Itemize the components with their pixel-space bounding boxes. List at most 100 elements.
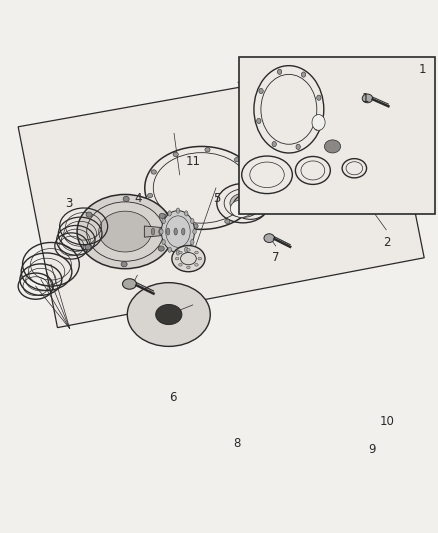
Ellipse shape bbox=[296, 144, 300, 149]
Ellipse shape bbox=[176, 208, 180, 213]
Ellipse shape bbox=[309, 127, 356, 166]
Ellipse shape bbox=[372, 110, 377, 115]
Ellipse shape bbox=[225, 219, 230, 223]
Text: 6: 6 bbox=[170, 391, 177, 404]
Ellipse shape bbox=[148, 193, 153, 198]
Ellipse shape bbox=[159, 228, 162, 235]
Ellipse shape bbox=[161, 211, 194, 253]
Ellipse shape bbox=[168, 247, 171, 252]
Ellipse shape bbox=[330, 192, 335, 197]
Ellipse shape bbox=[155, 304, 182, 325]
Ellipse shape bbox=[312, 115, 325, 130]
Text: 10: 10 bbox=[380, 415, 395, 428]
Ellipse shape bbox=[317, 95, 321, 100]
Ellipse shape bbox=[270, 144, 276, 149]
Ellipse shape bbox=[159, 229, 163, 234]
Ellipse shape bbox=[77, 195, 173, 269]
Ellipse shape bbox=[372, 178, 377, 183]
Ellipse shape bbox=[247, 201, 252, 206]
Text: 3: 3 bbox=[65, 197, 72, 209]
Ellipse shape bbox=[264, 234, 275, 243]
Ellipse shape bbox=[163, 214, 169, 219]
Text: 4: 4 bbox=[134, 192, 142, 205]
Ellipse shape bbox=[314, 125, 319, 130]
Ellipse shape bbox=[195, 263, 198, 266]
Ellipse shape bbox=[175, 257, 179, 260]
Text: 11: 11 bbox=[185, 155, 200, 168]
Ellipse shape bbox=[288, 110, 293, 115]
Ellipse shape bbox=[230, 193, 256, 213]
Ellipse shape bbox=[187, 266, 190, 269]
Ellipse shape bbox=[385, 163, 390, 167]
Ellipse shape bbox=[195, 251, 198, 254]
Ellipse shape bbox=[174, 228, 177, 235]
Ellipse shape bbox=[230, 200, 252, 217]
Ellipse shape bbox=[123, 196, 129, 201]
Ellipse shape bbox=[162, 239, 165, 245]
Ellipse shape bbox=[234, 157, 240, 162]
Ellipse shape bbox=[362, 94, 373, 103]
Text: 1: 1 bbox=[361, 92, 369, 105]
Ellipse shape bbox=[389, 144, 395, 149]
Ellipse shape bbox=[121, 262, 127, 267]
Ellipse shape bbox=[318, 134, 347, 158]
Ellipse shape bbox=[85, 245, 91, 250]
Ellipse shape bbox=[277, 69, 282, 75]
Ellipse shape bbox=[173, 152, 178, 157]
Ellipse shape bbox=[307, 100, 312, 104]
Ellipse shape bbox=[166, 228, 170, 235]
Ellipse shape bbox=[187, 248, 190, 251]
Ellipse shape bbox=[288, 178, 293, 183]
Ellipse shape bbox=[184, 247, 188, 252]
Ellipse shape bbox=[127, 282, 210, 346]
Text: 7: 7 bbox=[272, 251, 279, 264]
Ellipse shape bbox=[330, 96, 335, 101]
Ellipse shape bbox=[172, 246, 205, 272]
Text: 8: 8 bbox=[233, 437, 240, 450]
Ellipse shape bbox=[123, 279, 137, 289]
Ellipse shape bbox=[385, 155, 400, 168]
Ellipse shape bbox=[151, 170, 156, 174]
Ellipse shape bbox=[191, 239, 194, 245]
Bar bbox=[239, 57, 435, 214]
Ellipse shape bbox=[385, 126, 390, 130]
Ellipse shape bbox=[184, 211, 188, 216]
Ellipse shape bbox=[198, 257, 201, 260]
Ellipse shape bbox=[205, 148, 210, 152]
Ellipse shape bbox=[300, 120, 365, 173]
Ellipse shape bbox=[193, 229, 196, 234]
Ellipse shape bbox=[99, 211, 152, 252]
Ellipse shape bbox=[257, 118, 261, 124]
Ellipse shape bbox=[301, 72, 306, 77]
Ellipse shape bbox=[151, 228, 155, 235]
Ellipse shape bbox=[259, 88, 263, 94]
Ellipse shape bbox=[353, 189, 358, 193]
Ellipse shape bbox=[191, 219, 194, 224]
Ellipse shape bbox=[290, 112, 374, 180]
Ellipse shape bbox=[168, 211, 171, 216]
Text: 2: 2 bbox=[383, 236, 391, 249]
Text: 9: 9 bbox=[368, 443, 375, 456]
Ellipse shape bbox=[179, 263, 182, 266]
Ellipse shape bbox=[307, 189, 312, 193]
Ellipse shape bbox=[193, 224, 198, 228]
Ellipse shape bbox=[179, 251, 182, 254]
Ellipse shape bbox=[251, 178, 256, 182]
Ellipse shape bbox=[265, 92, 400, 201]
Text: 1: 1 bbox=[419, 63, 427, 76]
Ellipse shape bbox=[158, 246, 164, 251]
Ellipse shape bbox=[176, 250, 180, 255]
Ellipse shape bbox=[265, 125, 280, 138]
Polygon shape bbox=[18, 61, 424, 328]
Ellipse shape bbox=[325, 140, 341, 153]
Ellipse shape bbox=[159, 213, 165, 219]
Ellipse shape bbox=[275, 163, 280, 167]
Ellipse shape bbox=[239, 198, 262, 215]
Ellipse shape bbox=[353, 100, 358, 104]
Ellipse shape bbox=[181, 228, 185, 235]
Ellipse shape bbox=[86, 212, 92, 217]
Ellipse shape bbox=[162, 219, 165, 224]
Ellipse shape bbox=[272, 141, 276, 147]
Polygon shape bbox=[145, 226, 187, 237]
Ellipse shape bbox=[275, 126, 280, 130]
